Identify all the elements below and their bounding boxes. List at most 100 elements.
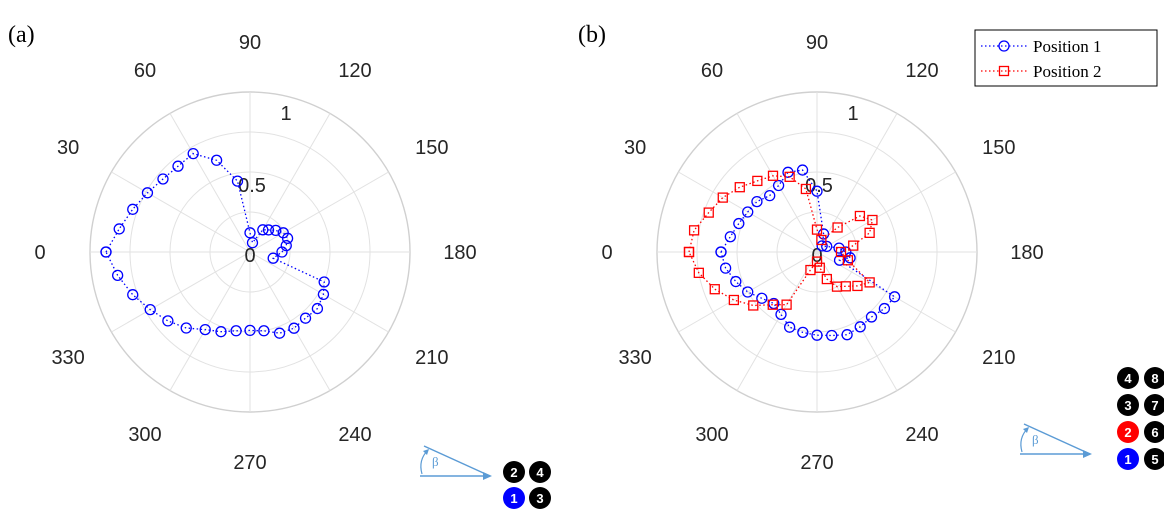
data-point <box>734 182 745 193</box>
data-point <box>258 325 270 337</box>
angle-arc-head <box>423 449 429 455</box>
data-point <box>157 173 169 185</box>
data-point <box>273 327 286 339</box>
data-point <box>848 240 859 251</box>
data-point <box>144 303 156 316</box>
data-point <box>733 217 745 230</box>
data-point <box>867 214 878 226</box>
angle-tick-label: 150 <box>982 137 1015 159</box>
legend-box <box>974 29 1158 87</box>
beta-symbol: β <box>432 454 439 469</box>
angle-tick-label: 120 <box>338 60 371 82</box>
grid-spoke <box>816 113 898 253</box>
badge-3: 3 <box>1117 394 1139 416</box>
angle-tick-label: 240 <box>905 424 938 446</box>
data-point <box>703 207 714 218</box>
data-point <box>318 276 330 288</box>
angle-tick-label: 60 <box>134 60 156 82</box>
angle-tick-label: 0 <box>34 242 45 264</box>
data-point <box>842 255 854 266</box>
badge-8: 8 <box>1144 367 1164 389</box>
data-point <box>841 329 853 341</box>
angle-tick-label: 150 <box>415 137 448 159</box>
angle-tick-label: 0 <box>601 242 612 264</box>
angle-tick-label: 120 <box>905 60 938 82</box>
data-point <box>751 195 763 208</box>
badge-circle <box>1144 394 1164 416</box>
data-point <box>127 203 139 215</box>
data-point <box>180 322 192 334</box>
inset: β 4 8 3 7 2 6 1 5 <box>1020 367 1164 470</box>
data-point <box>752 175 763 187</box>
data-point <box>816 240 828 252</box>
badge-circle <box>529 487 551 509</box>
series-2 <box>683 170 878 311</box>
data-point <box>717 192 728 203</box>
badge-label: 5 <box>1151 452 1158 467</box>
badge-label: 1 <box>1124 452 1131 467</box>
badge-7: 7 <box>1144 394 1164 416</box>
arrow-head <box>483 472 492 480</box>
data-point <box>141 187 154 199</box>
data-point <box>199 323 211 336</box>
grid-spoke <box>736 113 818 253</box>
badge-1: 1 <box>503 487 525 509</box>
data-point <box>854 321 866 333</box>
data-point <box>267 252 279 264</box>
data-point <box>742 206 754 218</box>
badge-circle <box>1117 367 1139 389</box>
data-point <box>162 315 174 327</box>
badge-4: 4 <box>1117 367 1139 389</box>
badge-circle <box>1117 394 1139 416</box>
data-point <box>811 329 823 341</box>
grid-spoke <box>249 251 331 391</box>
data-point <box>244 324 256 337</box>
data-point <box>262 224 275 236</box>
badge-circle <box>1117 421 1139 443</box>
angle-tick-label: 30 <box>624 137 646 159</box>
data-point <box>715 246 727 258</box>
data-point <box>311 302 324 315</box>
series-1 <box>715 164 901 342</box>
grid-spoke <box>816 251 898 391</box>
panel-label: (a) <box>8 22 35 48</box>
badge-label: 4 <box>536 465 544 480</box>
data-point <box>852 280 863 292</box>
angle-tick-label: 300 <box>695 424 728 446</box>
legend: Position 1 Position 2 <box>974 29 1158 87</box>
badge-circle <box>529 461 551 483</box>
angle-tick-label: 270 <box>233 452 266 474</box>
data-point <box>816 234 827 246</box>
data-point <box>100 246 112 258</box>
badge-circle <box>1144 448 1164 470</box>
angle-tick-label: 180 <box>443 242 476 264</box>
angle-arc-head <box>1023 427 1029 433</box>
badge-circle <box>1144 367 1164 389</box>
badge-6: 6 <box>1144 421 1164 443</box>
grid-spoke <box>678 251 818 333</box>
data-point <box>288 322 300 334</box>
data-point <box>688 225 700 236</box>
data-point <box>784 171 795 182</box>
data-point <box>811 185 823 197</box>
badge-2: 2 <box>1117 421 1139 443</box>
legend-entry: Position 2 <box>1033 62 1102 81</box>
data-point <box>693 267 704 278</box>
data-point <box>888 291 901 303</box>
polar-panel-a: 0 30 60 90 120 150 180 210 240 270 300 330 0 0.5 1 (a) β… <box>8 22 551 509</box>
grid-spoke <box>816 171 956 253</box>
data-point <box>756 292 768 304</box>
data-point <box>127 289 139 301</box>
data-point <box>775 308 787 321</box>
data-point <box>854 210 866 222</box>
badge-label: 6 <box>1151 425 1158 440</box>
data-point <box>826 329 838 342</box>
series-line <box>105 152 325 334</box>
angle-tick-label: 240 <box>338 424 371 446</box>
data-point <box>317 288 330 301</box>
data-point <box>811 224 823 235</box>
grid-spoke <box>736 251 818 391</box>
data-point <box>878 302 891 315</box>
series-line <box>688 175 874 307</box>
